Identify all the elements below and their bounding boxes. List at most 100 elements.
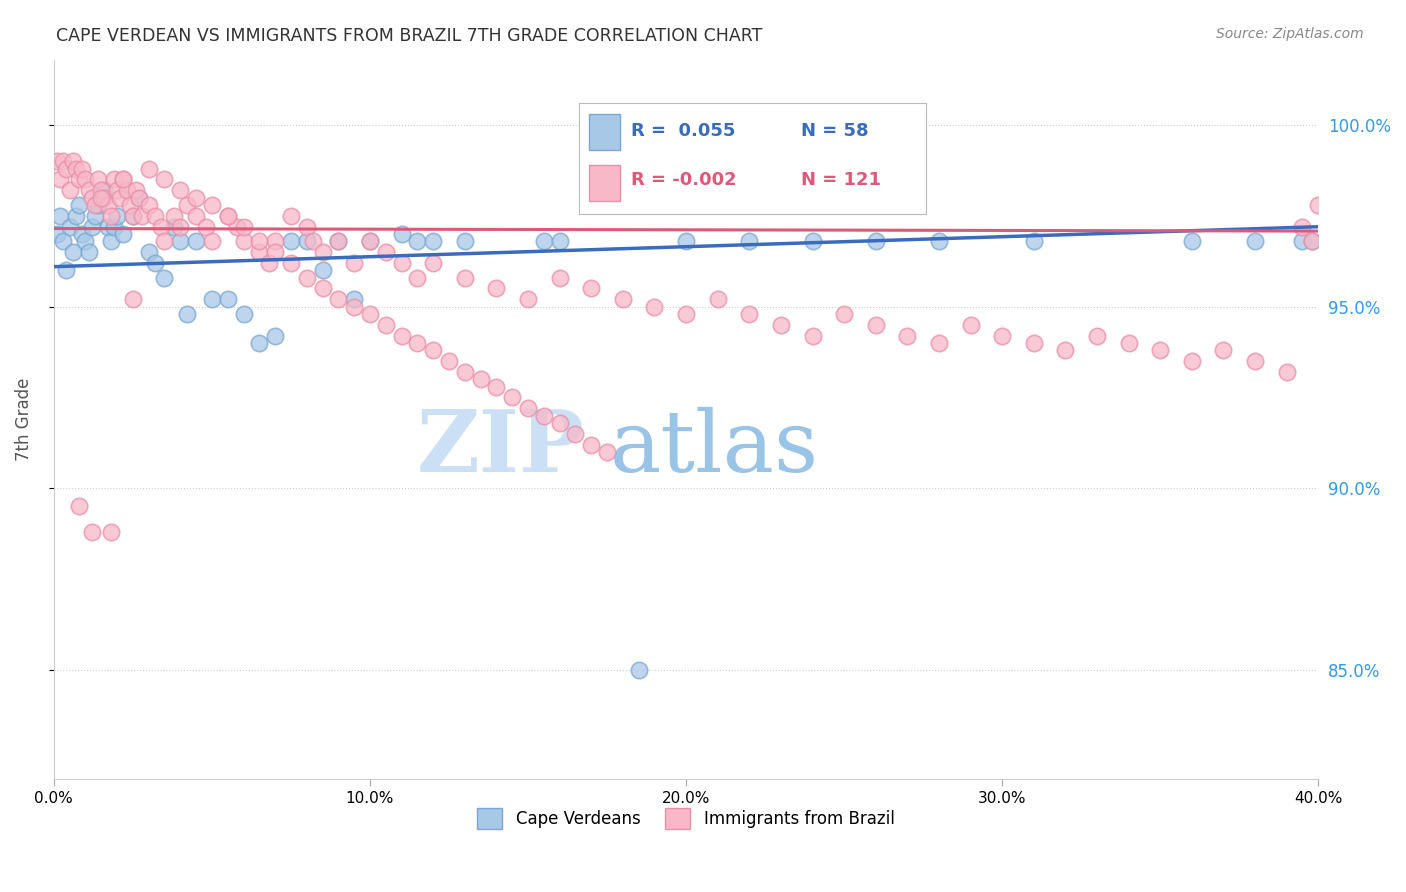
- Point: [59, 183, 82, 197]
- Point: [311, 263, 333, 277]
- Point: [1275, 365, 1298, 379]
- Point: [302, 234, 325, 248]
- Point: [280, 256, 302, 270]
- Point: [201, 198, 224, 212]
- Point: [564, 426, 586, 441]
- Point: [596, 445, 619, 459]
- Point: [264, 328, 287, 343]
- Point: [343, 293, 366, 307]
- Point: [454, 270, 477, 285]
- Point: [49, 209, 72, 223]
- Point: [62, 245, 84, 260]
- Point: [1149, 343, 1171, 358]
- Point: [150, 219, 173, 234]
- Point: [75, 172, 97, 186]
- Point: [280, 209, 302, 223]
- Point: [406, 234, 429, 248]
- Point: [67, 500, 90, 514]
- Point: [217, 209, 239, 223]
- Point: [1291, 234, 1313, 248]
- Point: [90, 191, 112, 205]
- Point: [959, 318, 981, 332]
- Point: [143, 209, 166, 223]
- Point: [1291, 219, 1313, 234]
- Point: [72, 161, 94, 176]
- Point: [59, 219, 82, 234]
- Point: [247, 245, 270, 260]
- Point: [184, 234, 207, 248]
- Point: [801, 234, 824, 248]
- Point: [153, 234, 176, 248]
- Point: [52, 154, 75, 169]
- Point: [118, 198, 141, 212]
- Point: [1181, 234, 1204, 248]
- Point: [517, 293, 540, 307]
- Point: [548, 234, 571, 248]
- Text: ZIP: ZIP: [418, 406, 585, 490]
- Point: [100, 209, 122, 223]
- Point: [169, 183, 191, 197]
- Point: [232, 219, 254, 234]
- Point: [65, 161, 87, 176]
- Point: [128, 191, 150, 205]
- Point: [52, 234, 75, 248]
- Point: [184, 191, 207, 205]
- Point: [112, 227, 135, 241]
- Point: [264, 234, 287, 248]
- Point: [832, 307, 855, 321]
- Point: [359, 234, 381, 248]
- Point: [454, 234, 477, 248]
- Point: [406, 270, 429, 285]
- Point: [97, 198, 120, 212]
- Point: [328, 293, 350, 307]
- Point: [67, 172, 90, 186]
- Point: [454, 365, 477, 379]
- Point: [115, 183, 138, 197]
- Point: [163, 209, 186, 223]
- Point: [80, 524, 103, 539]
- Point: [62, 154, 84, 169]
- Point: [72, 227, 94, 241]
- Point: [485, 379, 508, 393]
- Point: [533, 234, 555, 248]
- Point: [93, 191, 115, 205]
- Point: [295, 234, 318, 248]
- Point: [533, 409, 555, 423]
- Point: [46, 227, 69, 241]
- Point: [928, 234, 950, 248]
- Point: [247, 335, 270, 350]
- Point: [46, 154, 69, 169]
- Point: [1085, 328, 1108, 343]
- Point: [1022, 234, 1045, 248]
- Point: [67, 198, 90, 212]
- Text: Source: ZipAtlas.com: Source: ZipAtlas.com: [1216, 27, 1364, 41]
- Point: [422, 343, 444, 358]
- Point: [121, 293, 143, 307]
- Point: [422, 256, 444, 270]
- Point: [163, 219, 186, 234]
- Point: [112, 172, 135, 186]
- Point: [226, 219, 249, 234]
- Point: [343, 300, 366, 314]
- Point: [706, 293, 728, 307]
- Point: [865, 234, 887, 248]
- Point: [55, 263, 77, 277]
- Point: [103, 219, 125, 234]
- Point: [169, 234, 191, 248]
- Point: [311, 281, 333, 295]
- Point: [84, 209, 107, 223]
- Point: [1212, 343, 1234, 358]
- Point: [184, 209, 207, 223]
- Point: [49, 172, 72, 186]
- Point: [87, 172, 110, 186]
- Point: [264, 245, 287, 260]
- Point: [896, 328, 918, 343]
- Point: [406, 335, 429, 350]
- Point: [138, 161, 160, 176]
- Point: [548, 416, 571, 430]
- Point: [280, 234, 302, 248]
- Point: [374, 318, 396, 332]
- Point: [169, 219, 191, 234]
- Point: [470, 372, 492, 386]
- Point: [343, 256, 366, 270]
